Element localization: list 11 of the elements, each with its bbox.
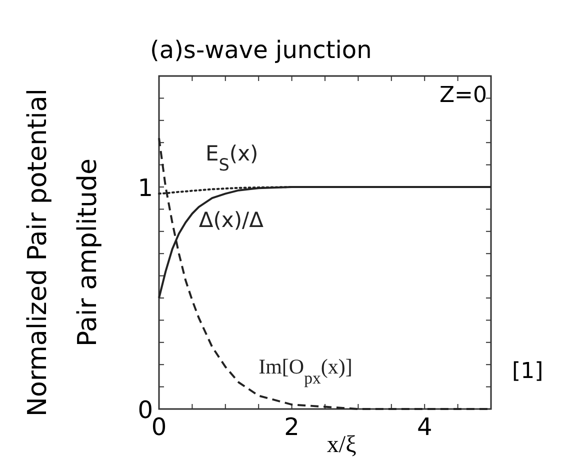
annotation: Z=0 [439,83,487,108]
x-axis-title: x/ξ [326,432,357,458]
series-label: Δ(x)/Δ [198,208,264,232]
y-tick-label: 1 [138,174,153,202]
x-tick-label: 2 [284,413,300,441]
x-tick-label: 4 [416,413,432,441]
y-axis-title: Normalized Pair potential Pair amplitude [23,88,103,416]
series-label: Im[O$_{px}$(x)] [258,354,352,387]
chart-title: (a)s-wave junction [150,36,372,64]
series-label: E$_{S}$(x) [205,141,258,174]
text: [1] [512,359,544,384]
